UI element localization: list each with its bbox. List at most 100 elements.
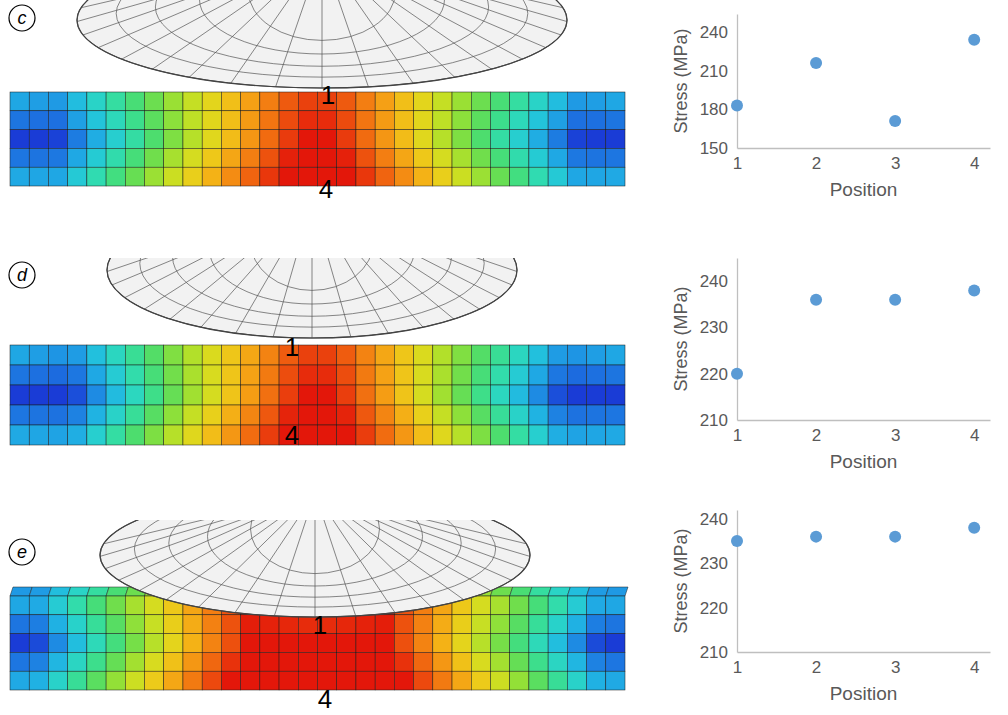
mesh-cell xyxy=(356,130,375,149)
mesh-cell xyxy=(567,671,586,690)
mesh-cell xyxy=(260,148,279,167)
mesh-cell xyxy=(587,345,606,365)
mesh-cell xyxy=(452,167,471,186)
mesh-cell xyxy=(145,615,164,634)
mesh-cell xyxy=(587,167,606,186)
tick: 1 xyxy=(733,420,742,445)
mesh-cell xyxy=(452,92,471,111)
mesh-cell xyxy=(529,345,548,365)
tick: 240 xyxy=(700,272,737,291)
mesh-cell xyxy=(471,615,490,634)
mesh-cell xyxy=(125,130,144,149)
mesh-cell xyxy=(241,405,260,425)
indenter-mesh-line xyxy=(133,0,322,83)
mesh-cell xyxy=(125,92,144,111)
mesh-cell xyxy=(356,405,375,425)
mesh-cell xyxy=(490,425,509,445)
tick: 180 xyxy=(700,100,737,119)
indenter-mesh-line xyxy=(227,520,315,625)
mesh-cell xyxy=(529,130,548,149)
mesh-cell xyxy=(10,345,29,365)
indenter-mesh-line xyxy=(322,0,469,91)
mesh-cell xyxy=(260,365,279,385)
mesh-cell xyxy=(471,345,490,365)
mesh-cell xyxy=(433,148,452,167)
mesh-cell xyxy=(183,652,202,671)
mesh-cell xyxy=(87,671,106,690)
mesh-cell xyxy=(68,345,87,365)
mesh-cell xyxy=(356,167,375,186)
mesh-cell xyxy=(145,111,164,130)
indenter-mesh-line xyxy=(315,520,444,619)
indenter-mesh-line xyxy=(61,520,315,568)
mesh-cell xyxy=(183,111,202,130)
mesh-cell xyxy=(394,167,413,186)
mesh-cell xyxy=(68,671,87,690)
mesh-cell xyxy=(548,111,567,130)
figure: 14c1234150180210240PositionStress (MPa)1… xyxy=(0,0,1008,715)
mesh-cell xyxy=(394,615,413,634)
mesh-cell xyxy=(375,385,394,405)
indenter-mesh-line xyxy=(175,0,322,91)
mesh-cell xyxy=(606,148,625,167)
mesh-cell xyxy=(529,365,548,385)
mesh-cell xyxy=(471,167,490,186)
mesh-cell xyxy=(318,111,337,130)
tick-label: 2 xyxy=(812,658,821,677)
mesh-cell xyxy=(452,615,471,634)
mesh-cell xyxy=(106,148,125,167)
mesh-cell xyxy=(164,385,183,405)
tick: 3 xyxy=(891,652,900,677)
mesh-cell xyxy=(452,652,471,671)
tick: 240 xyxy=(700,23,737,42)
mesh-cell xyxy=(548,365,567,385)
mesh-cell xyxy=(414,615,433,634)
mesh-cell xyxy=(510,148,529,167)
mesh-cell xyxy=(10,130,29,149)
mesh-cell xyxy=(68,405,87,425)
mesh-cell xyxy=(202,92,221,111)
mesh-cell xyxy=(221,167,240,186)
mesh-cell xyxy=(164,634,183,653)
mesh-cell xyxy=(490,596,509,615)
mesh-cell xyxy=(414,671,433,690)
mesh-cell xyxy=(48,92,67,111)
mesh-cell xyxy=(221,634,240,653)
mesh-cell xyxy=(298,148,317,167)
mesh-cell xyxy=(529,634,548,653)
tick-label: 1 xyxy=(733,658,742,677)
mesh-cell xyxy=(510,596,529,615)
mesh-cell xyxy=(548,345,567,365)
mesh-cell xyxy=(260,671,279,690)
mesh-cell xyxy=(202,130,221,149)
fe-model xyxy=(10,0,625,186)
mesh-cell xyxy=(221,405,240,425)
tick: 210 xyxy=(700,411,737,430)
mesh-cell xyxy=(510,345,529,365)
indenter-mesh-line xyxy=(32,0,322,34)
indenter-mesh-line xyxy=(322,0,423,97)
mesh-cell xyxy=(433,92,452,111)
mesh-cell xyxy=(241,425,260,445)
mesh-cell xyxy=(414,634,433,653)
mesh-cell xyxy=(606,130,625,149)
mesh-cell xyxy=(279,615,298,634)
mesh-cell xyxy=(337,385,356,405)
mesh-cell xyxy=(433,365,452,385)
mesh-cell xyxy=(567,92,586,111)
tick-label: 150 xyxy=(700,139,728,158)
panel-letter: c xyxy=(18,8,27,28)
mesh-cell xyxy=(279,671,298,690)
mesh-cell xyxy=(414,345,433,365)
mesh-cell xyxy=(279,111,298,130)
tick: 2 xyxy=(812,148,821,173)
mesh-cell xyxy=(164,130,183,149)
tick-label: 240 xyxy=(700,272,728,291)
mesh-cell xyxy=(510,385,529,405)
mesh-cell xyxy=(471,148,490,167)
mesh-cell xyxy=(87,345,106,365)
mesh-cell xyxy=(298,652,317,671)
mesh-cell xyxy=(337,634,356,653)
mesh-cell xyxy=(337,92,356,111)
x-axis: 1234 xyxy=(733,148,991,173)
